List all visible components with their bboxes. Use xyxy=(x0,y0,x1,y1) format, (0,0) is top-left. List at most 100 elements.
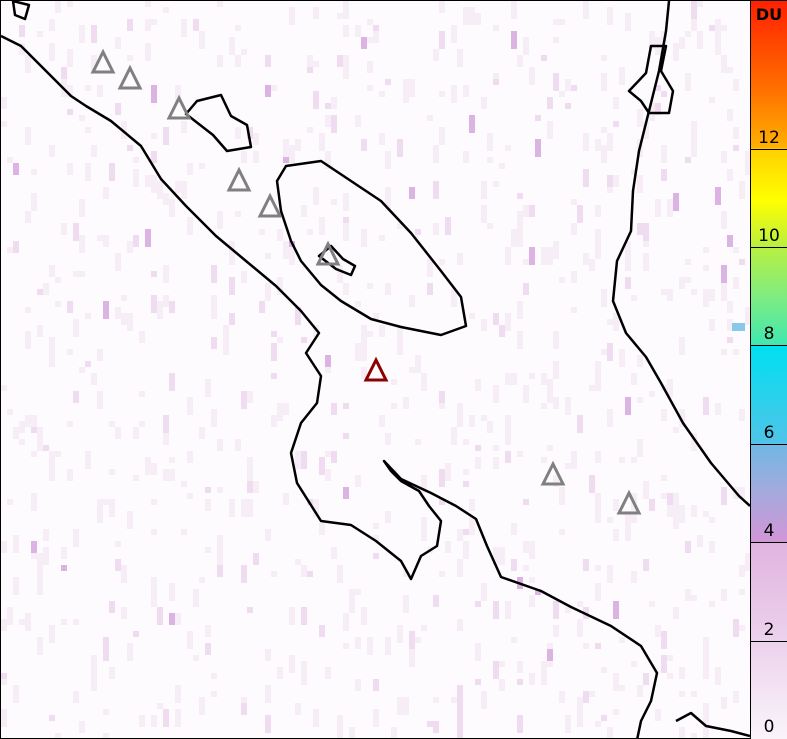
so2-pixel xyxy=(355,301,361,307)
so2-pixel xyxy=(547,379,553,391)
so2-pixel xyxy=(391,727,397,738)
so2-pixel xyxy=(1,619,7,631)
so2-pixel xyxy=(301,607,307,625)
so2-pixel xyxy=(427,721,433,727)
so2-pixel xyxy=(343,55,349,73)
so2-pixel xyxy=(13,163,19,175)
so2-pixel xyxy=(529,595,535,607)
so2-pixel xyxy=(91,25,97,37)
so2-pixel xyxy=(715,19,721,37)
so2-pixel xyxy=(595,229,601,247)
so2-pixel xyxy=(619,685,625,691)
so2-pixel xyxy=(91,373,97,385)
highlighted-volcano-icon xyxy=(363,356,389,382)
so2-pixel xyxy=(319,457,325,475)
so2-pixel xyxy=(175,709,181,727)
so2-pixel xyxy=(307,127,313,133)
so2-pixel xyxy=(523,205,529,217)
so2-pixel xyxy=(463,85,469,97)
so2-pixel xyxy=(463,469,469,475)
so2-pixel xyxy=(493,25,499,31)
so2-pixel xyxy=(679,691,685,697)
so2-pixel xyxy=(559,91,565,97)
so2-pixel xyxy=(721,349,727,355)
so2-pixel xyxy=(229,313,235,325)
so2-pixel xyxy=(151,151,157,163)
so2-pixel xyxy=(529,373,535,379)
so2-pixel xyxy=(397,139,403,157)
so2-pixel xyxy=(667,289,673,301)
so2-pixel xyxy=(403,397,409,409)
so2-pixel xyxy=(505,313,511,331)
so2-pixel xyxy=(439,499,445,505)
so2-pixel xyxy=(67,349,73,355)
so2-pixel xyxy=(337,565,343,583)
so2-pixel xyxy=(37,433,43,451)
so2-pixel xyxy=(145,19,151,31)
so2-pixel xyxy=(337,13,343,19)
so2-pixel xyxy=(349,733,355,738)
so2-pixel xyxy=(277,667,283,679)
so2-pixel xyxy=(409,631,415,649)
so2-pixel xyxy=(55,277,61,283)
so2-pixel xyxy=(217,547,223,565)
so2-pixel xyxy=(481,691,487,709)
so2-pixel xyxy=(175,85,181,103)
so2-pixel xyxy=(517,451,523,457)
so2-pixel xyxy=(631,457,637,463)
so2-pixel xyxy=(703,661,709,679)
colorbar-tick xyxy=(751,542,787,544)
so2-pixel xyxy=(733,247,739,253)
so2-pixel xyxy=(37,583,43,595)
so2-pixel xyxy=(691,13,697,31)
so2-pixel xyxy=(397,325,403,343)
so2-pixel xyxy=(505,145,511,151)
so2-pixel xyxy=(613,601,619,619)
so2-pixel xyxy=(277,337,283,343)
so2-pixel xyxy=(391,379,397,385)
so2-pixel xyxy=(127,55,133,61)
so2-pixel xyxy=(553,625,559,637)
so2-pixel xyxy=(265,685,271,703)
so2-pixel xyxy=(103,187,109,199)
so2-pixel xyxy=(325,667,331,679)
so2-pixel xyxy=(325,115,331,127)
so2-pixel xyxy=(709,517,715,523)
so2-pixel xyxy=(487,223,493,229)
so2-pixel xyxy=(679,337,685,355)
so2-pixel xyxy=(451,427,457,445)
so2-pixel xyxy=(343,1,349,19)
colorbar-tick-label: 8 xyxy=(763,324,775,345)
so2-pixel xyxy=(505,601,511,619)
so2-pixel xyxy=(505,451,511,463)
so2-pixel xyxy=(337,727,343,738)
so2-pixel xyxy=(637,223,643,235)
so2-pixel xyxy=(109,163,115,181)
so2-pixel xyxy=(85,169,91,181)
so2-pixel xyxy=(613,499,619,511)
so2-pixel xyxy=(343,433,349,439)
so2-pixel xyxy=(181,529,187,535)
so2-pixel xyxy=(43,445,49,451)
so2-pixel xyxy=(439,391,445,409)
so2-pixel xyxy=(529,67,535,85)
so2-pixel xyxy=(517,667,523,673)
so2-pixel xyxy=(265,715,271,733)
so2-pixel xyxy=(91,145,97,157)
so2-pixel xyxy=(685,157,691,163)
volcano-icon xyxy=(166,94,192,120)
so2-pixel xyxy=(373,523,379,529)
volcano-icon xyxy=(540,460,566,486)
so2-pixel xyxy=(121,121,127,139)
so2-pixel xyxy=(355,679,361,691)
so2-pixel xyxy=(643,481,649,499)
so2-pixel xyxy=(745,307,750,325)
colorbar-tick-label: 0 xyxy=(763,717,775,737)
pacific-coastline xyxy=(1,34,659,738)
so2-pixel xyxy=(37,289,43,295)
so2-pixel xyxy=(31,415,37,427)
so2-pixel xyxy=(595,373,601,391)
so2-pixel xyxy=(1,385,7,391)
so2-pixel xyxy=(19,25,25,37)
so2-pixel xyxy=(103,499,109,505)
